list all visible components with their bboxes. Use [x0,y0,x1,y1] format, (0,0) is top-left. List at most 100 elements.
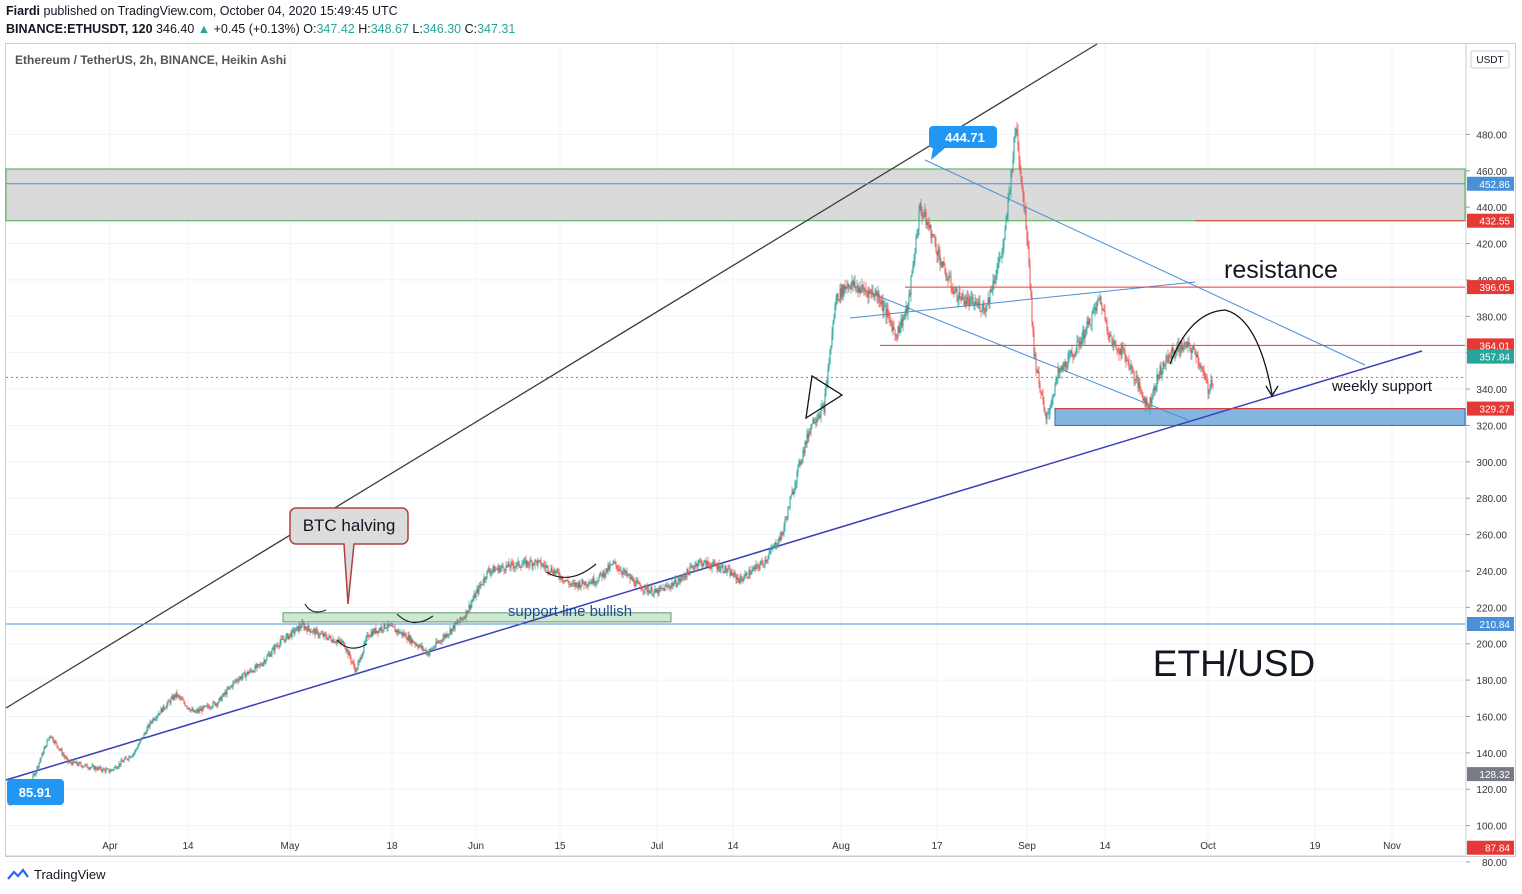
candle-body [352,662,354,663]
candle-body [766,559,768,562]
candle-body [108,768,110,773]
candle-body [603,571,605,577]
tradingview-footer[interactable]: TradingView [6,867,106,882]
candle-body [513,565,515,569]
candle-body [655,588,657,593]
candle-body [1097,299,1099,302]
candle-body [203,706,205,707]
candle-body [530,560,532,562]
candle-body [1191,349,1193,354]
candle-body [951,287,953,291]
candle-body [482,582,484,585]
candle-body [561,576,563,581]
candle-body [181,698,183,700]
candle-body [499,568,501,573]
candle-body [669,587,671,589]
candle-body [815,422,817,423]
candle-body [295,627,297,632]
candle-body [502,565,504,568]
candle-body [541,565,543,567]
candle-body [776,545,778,547]
candle-body [1038,371,1040,384]
candle-body [1060,366,1062,370]
candle-body [1130,365,1132,369]
candle-body [1157,374,1159,379]
candle-body [82,766,84,768]
candle-body [417,646,419,648]
candle-body [100,766,102,770]
candle-body [294,631,296,634]
price-change: +0.45 (+0.13%) [213,22,300,36]
candle-body [727,568,729,572]
candle-body [938,249,940,255]
candle-body [583,583,585,586]
candle-body [1115,344,1117,349]
candle-body [94,766,96,770]
candle-body [162,705,164,713]
candle-body [1078,341,1080,347]
candle-body [311,631,313,633]
time-tick-label: Oct [1200,841,1216,852]
candle-body [97,767,99,770]
candle-body [119,763,121,765]
candle-body [1135,376,1137,380]
candle-body [963,296,965,306]
candle-body [124,757,126,760]
candle-body [1166,355,1168,357]
candle-body [660,587,662,590]
candle-body [964,301,966,306]
candle-body [937,249,939,256]
candle-body [832,322,834,335]
candle-body [439,640,441,643]
candle-body [273,647,275,652]
candle-body [284,639,286,642]
candle-body [219,696,221,699]
candle-body [40,757,42,761]
candle-body [445,633,447,638]
candle-body [280,638,282,643]
candle-body [151,721,153,723]
candle-body [1129,368,1131,370]
candle-body [1108,333,1110,338]
candle-body [405,634,407,639]
candle-body [1126,360,1128,362]
candle-body [278,646,280,647]
level-price-label: 432.55 [1479,217,1510,228]
candle-body [1121,345,1123,356]
curve-arrow [304,603,327,613]
candle-body [1008,193,1010,200]
candle-body [1012,157,1014,172]
candle-body [1128,360,1130,369]
candle-body [1139,382,1141,389]
candle-body [920,202,922,211]
candle-body [902,318,904,326]
candle-body [691,566,693,568]
last-price: 346.40 [156,22,195,36]
candle-body [551,567,553,573]
candle-body [1168,355,1170,362]
candle-body [805,442,807,444]
candle-body [431,648,433,650]
candle-body [1093,309,1095,311]
candle-body [587,584,589,586]
candle-body [703,561,705,565]
candle-body [838,300,840,301]
time-tick-label: Sep [1018,841,1036,852]
candle-body [1030,284,1032,297]
candle-body [93,765,95,770]
candle-body [813,418,815,424]
candle-body [138,743,140,746]
candle-body [809,432,811,434]
candle-body [977,302,979,306]
candle-body [1106,320,1108,331]
candle-body [259,664,261,666]
candle-body [1092,309,1094,314]
chart-title: Ethereum / TetherUS, 2h, BINANCE, Heikin… [15,53,286,67]
candle-body [966,297,968,305]
candle-body [557,569,559,573]
candle-body [1064,361,1066,367]
candle-body [281,638,283,640]
candle-body [750,573,752,575]
candle-body [126,758,128,760]
